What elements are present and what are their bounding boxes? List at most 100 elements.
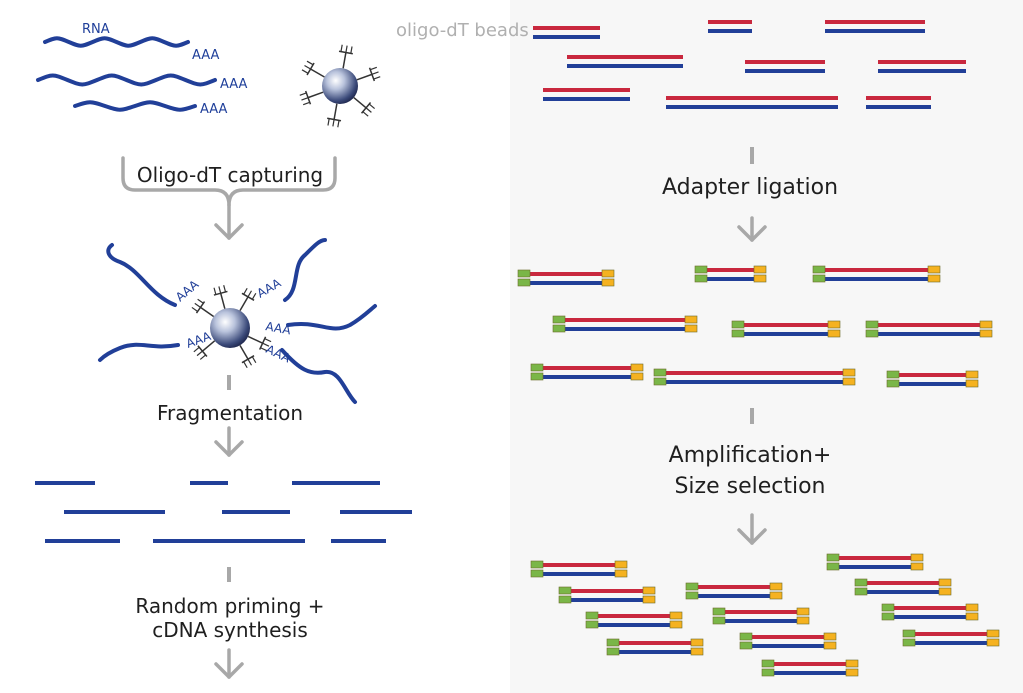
oligo-dt-beads-label: oligo-dT beads: [396, 20, 529, 41]
captured-oligo-dt-4-tooth-2: [262, 342, 270, 347]
amplified-fragment-3: [585, 611, 683, 629]
captured-rna-2: [283, 238, 327, 302]
bead-oligo-dt-6: [299, 90, 324, 106]
adapter-ligated-fragment-4-left-adapter-bottom: [552, 324, 566, 333]
cdna-duplex-4: [567, 55, 683, 68]
amplified-fragment-2-left-adapter-bottom: [558, 595, 572, 604]
adapter-ligated-fragment-5-right-adapter-top: [827, 320, 841, 329]
oligo-dt-bead: [322, 68, 358, 104]
bead-oligo-dt-5-stem: [333, 103, 338, 120]
rna-strand-1: [43, 36, 190, 48]
bead-oligo-dt-6-stem: [307, 91, 324, 99]
captured-oligo-dt-3-tooth-1: [243, 287, 248, 295]
adapter-ligated-fragment-4-right-adapter-bottom: [684, 324, 698, 333]
adapter-ligated-fragment-2-right-adapter-bottom: [753, 274, 767, 283]
amplified-fragment-8-left-adapter-bottom: [761, 668, 775, 677]
amplified-fragment-11-left-adapter-bottom: [881, 612, 895, 621]
adapter-ligated-fragment-3-right-adapter-bottom: [927, 274, 941, 283]
captured-bead: [210, 308, 250, 348]
amplification-arrow: [737, 513, 767, 545]
amplified-fragment-6: [712, 607, 810, 625]
amplified-fragment-2-right-adapter-bottom: [642, 595, 656, 604]
rna-strand-2: [36, 73, 217, 87]
fragmentation-arrow: [214, 426, 244, 457]
adapter-ligated-fragment-2-left-adapter-top: [694, 265, 708, 274]
bead-oligo-dt-4: [353, 96, 376, 117]
adapter-ligated-fragment-6-right-adapter-top: [979, 320, 993, 329]
amplified-fragment-9: [826, 553, 924, 571]
captured-oligo-dt-3: [239, 287, 257, 312]
poly-a-tail-label-3: AAA: [200, 102, 228, 117]
adapter-ligated-fragment-7-insert: [541, 366, 633, 379]
adapter-ligated-fragment-8-insert: [664, 371, 845, 384]
cdna-duplex-3: [825, 20, 925, 33]
amplified-fragment-9-left-adapter-bottom: [826, 562, 840, 571]
capture-arrow: [214, 203, 244, 240]
captured-rna-1: [106, 243, 177, 307]
bead-oligo-dt-2-tooth-1: [340, 44, 343, 52]
step-size-selection: Size selection: [674, 474, 826, 499]
bead-oligo-dt-4-tooth-3: [362, 111, 369, 117]
poly-a-tail-label-2: AAA: [220, 77, 248, 92]
adapter-ligated-fragment-4-right-adapter-top: [684, 315, 698, 324]
bead-oligo-dt-5-tooth-2: [332, 119, 335, 127]
bead-oligo-dt-4-stem: [353, 96, 367, 109]
adapter-ligated-fragment-4-left-adapter-top: [552, 315, 566, 324]
bead-oligo-dt-2-stem: [342, 52, 347, 69]
bead-oligo-dt-3: [356, 66, 381, 82]
amplified-fragment-8-right-adapter-bottom: [845, 668, 859, 677]
amplified-fragment-11-insert: [892, 606, 968, 619]
captured-oligo-dt-4: [247, 335, 272, 352]
amplified-fragment-10-right-adapter-bottom: [938, 587, 952, 596]
captured-rna-5: [280, 348, 357, 404]
adapter-ligated-fragment-9: [886, 370, 979, 388]
adapter-ligated-fragment-3: [812, 265, 941, 283]
adapter-ligated-fragment-3-insert: [823, 268, 930, 281]
captured-oligo-dt-3-tooth-3: [251, 292, 257, 300]
adapter-ligated-fragment-2-insert: [705, 268, 756, 281]
captured-oligo-dt-3-tooth-2: [247, 290, 253, 298]
amplified-fragment-5-insert: [696, 585, 772, 598]
captured-oligo-dt-1-tooth-1: [191, 306, 198, 312]
adapter-ligated-fragment-8-right-adapter-top: [842, 368, 856, 377]
adapter-ligated-fragment-9-right-adapter-top: [965, 370, 979, 379]
amplified-fragment-2-left-adapter-top: [558, 586, 572, 595]
step-amplification: Amplification+: [668, 443, 832, 468]
bead-oligo-dt-6-tooth-3: [299, 92, 307, 96]
amplified-fragment-12-left-adapter-top: [902, 629, 916, 638]
bead-oligo-dt-6-tooth-1: [302, 101, 310, 106]
captured-oligo-dt-6: [193, 340, 216, 360]
amplified-fragment-5: [685, 582, 783, 600]
cdna-duplex-1: [533, 26, 600, 39]
amplified-fragment-4: [606, 638, 704, 656]
amplified-fragment-1-right-adapter-bottom: [614, 569, 628, 578]
adapter-ligated-fragment-9-right-adapter-bottom: [965, 379, 979, 388]
amplified-fragment-3-left-adapter-top: [585, 611, 599, 620]
adapter-ligated-fragment-2-right-adapter-top: [753, 265, 767, 274]
amplified-fragment-12-left-adapter-bottom: [902, 638, 916, 647]
amplified-fragment-6-right-adapter-top: [796, 607, 810, 616]
amplified-fragment-9-right-adapter-bottom: [910, 562, 924, 571]
captured-oligo-dt-5-stem: [239, 344, 249, 360]
adapter-ligated-fragment-1-left-adapter-bottom: [517, 278, 531, 287]
adapter-ligated-fragment-1-right-adapter-bottom: [601, 278, 615, 287]
cdna-duplex-5: [745, 60, 825, 73]
step-cdna-synthesis: cDNA synthesis: [152, 618, 308, 642]
captured-poly-a-label-3: AAA: [264, 319, 292, 337]
amplified-fragment-12: [902, 629, 1000, 647]
amplified-fragment-1: [530, 560, 628, 578]
amplified-fragment-8-insert: [772, 662, 848, 675]
amplified-fragment-5-right-adapter-top: [769, 582, 783, 591]
adapter-ligated-fragment-1: [517, 269, 615, 287]
adapter-ligated-fragment-8-left-adapter-top: [653, 368, 667, 377]
amplified-fragment-2-right-adapter-top: [642, 586, 656, 595]
adapter-ligated-fragment-1-right-adapter-top: [601, 269, 615, 278]
amplified-fragment-3-left-adapter-bottom: [585, 620, 599, 629]
adapter-ligated-fragment-3-left-adapter-bottom: [812, 274, 826, 283]
amplified-fragment-6-right-adapter-bottom: [796, 616, 810, 625]
amplified-fragment-6-insert: [723, 610, 799, 623]
cdna-duplex-9: [866, 96, 931, 109]
amplified-fragment-2: [558, 586, 656, 604]
captured-oligo-dt-2-tooth-1: [213, 287, 217, 295]
